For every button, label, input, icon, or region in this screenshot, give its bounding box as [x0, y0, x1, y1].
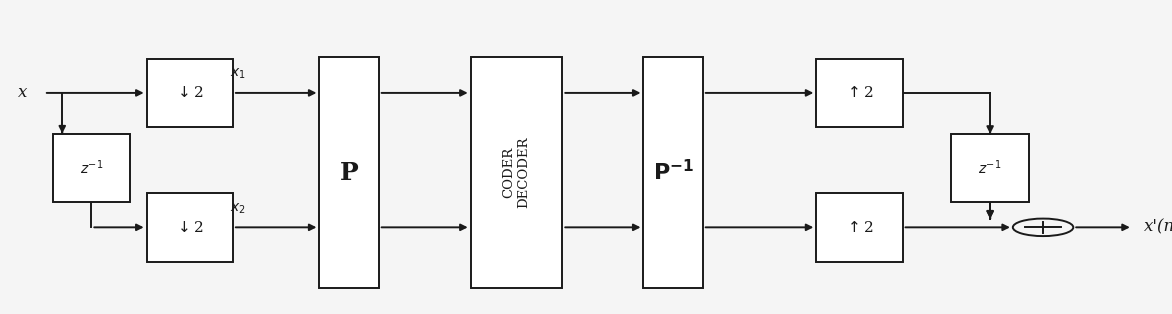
- Text: P: P: [340, 161, 359, 185]
- Bar: [146, 193, 233, 262]
- Bar: [643, 57, 703, 288]
- Text: $\downarrow$2: $\downarrow$2: [176, 220, 204, 235]
- Text: $\uparrow$2: $\uparrow$2: [845, 220, 874, 235]
- Bar: [319, 57, 379, 288]
- Text: $x_1$: $x_1$: [231, 67, 246, 81]
- Text: $z^{-1}$: $z^{-1}$: [80, 159, 103, 177]
- Bar: [471, 57, 563, 288]
- Text: CODER
DECODER: CODER DECODER: [503, 137, 531, 208]
- Bar: [952, 133, 1029, 202]
- Text: x: x: [18, 84, 27, 101]
- Bar: [816, 58, 902, 127]
- Text: $\uparrow$2: $\uparrow$2: [845, 85, 874, 100]
- Bar: [146, 58, 233, 127]
- Text: $x_2$: $x_2$: [231, 201, 246, 216]
- Bar: [53, 133, 130, 202]
- Text: $z^{-1}$: $z^{-1}$: [979, 159, 1002, 177]
- Text: $\mathbf{P^{-1}}$: $\mathbf{P^{-1}}$: [653, 160, 694, 185]
- Text: x'(n): x'(n): [1144, 219, 1172, 236]
- Text: $\downarrow$2: $\downarrow$2: [176, 85, 204, 100]
- Bar: [816, 193, 902, 262]
